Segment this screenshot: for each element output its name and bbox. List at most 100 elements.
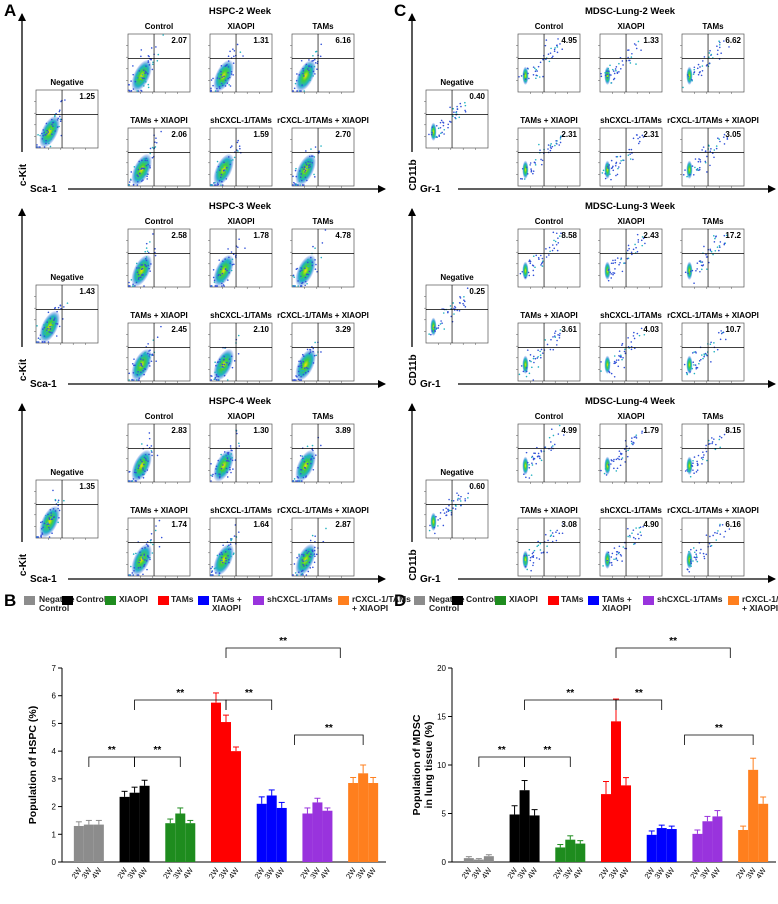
event-dot xyxy=(535,557,538,559)
event-dot xyxy=(44,134,47,136)
event-dot xyxy=(154,146,157,148)
event-dot xyxy=(218,366,220,369)
event-dot xyxy=(539,350,541,353)
event-dot xyxy=(233,263,235,266)
legend-swatch xyxy=(414,596,425,605)
event-dot xyxy=(128,83,130,86)
event-dot xyxy=(40,534,42,536)
event-dot xyxy=(138,160,140,163)
x-tick-label: 4W xyxy=(754,865,768,880)
event-dot xyxy=(223,161,225,164)
event-dot xyxy=(618,62,620,65)
event-dot xyxy=(715,443,717,446)
event-dot xyxy=(57,306,60,309)
bar xyxy=(185,823,196,862)
event-dot xyxy=(148,64,151,66)
event-dot xyxy=(697,454,700,457)
event-dot xyxy=(160,130,162,133)
event-dot xyxy=(439,126,442,129)
event-dot xyxy=(301,166,304,169)
event-dot xyxy=(299,270,302,273)
event-dot xyxy=(454,305,456,308)
section-title: HSPC-3 Week xyxy=(209,201,272,212)
bar xyxy=(276,807,287,862)
event-dot xyxy=(693,68,696,71)
gate-percent: 2.06 xyxy=(171,130,187,139)
significance-label: ** xyxy=(635,688,643,699)
event-dot xyxy=(688,570,691,573)
event-dot xyxy=(150,449,153,452)
event-dot xyxy=(37,337,40,339)
event-dot xyxy=(221,282,223,285)
event-dot xyxy=(220,366,222,369)
gate-percent: 0.40 xyxy=(469,92,485,101)
event-dot xyxy=(229,468,231,471)
event-dot xyxy=(222,551,225,553)
event-dot xyxy=(220,180,223,183)
event-dot xyxy=(210,480,212,482)
event-dot xyxy=(460,504,462,507)
event-dot xyxy=(146,250,149,253)
event-dot xyxy=(297,378,300,381)
event-dot xyxy=(524,275,527,277)
event-dot xyxy=(311,444,314,447)
event-dot xyxy=(626,249,629,252)
event-dot xyxy=(224,551,227,553)
event-dot xyxy=(600,469,602,472)
event-dot xyxy=(145,256,148,258)
event-dot xyxy=(547,539,549,542)
event-dot xyxy=(302,555,305,557)
event-dot xyxy=(692,462,694,465)
event-dot xyxy=(547,148,549,150)
event-dot xyxy=(613,355,616,357)
event-dot xyxy=(697,63,700,66)
event-dot xyxy=(146,554,149,557)
event-dot xyxy=(630,56,633,58)
event-dot xyxy=(145,157,147,160)
event-dot xyxy=(50,138,52,141)
event-dot xyxy=(157,53,160,56)
gate-percent: 4.99 xyxy=(561,426,577,435)
plot-frame xyxy=(681,322,745,382)
event-dot xyxy=(297,285,299,287)
event-dot xyxy=(217,361,219,363)
event-dot xyxy=(628,59,630,62)
event-dot xyxy=(142,167,144,170)
legend-label: shCXCL-1/TAMs xyxy=(657,594,723,604)
event-dot xyxy=(558,144,561,146)
event-dot xyxy=(723,133,726,136)
event-dot xyxy=(705,553,708,556)
event-dot xyxy=(227,60,230,62)
event-dot xyxy=(138,70,141,72)
event-dot xyxy=(214,90,217,92)
event-dot xyxy=(128,89,130,92)
event-dot xyxy=(303,75,305,77)
x-axis-label: Gr-1 xyxy=(420,379,441,390)
event-dot xyxy=(139,559,141,561)
event-dot xyxy=(227,55,230,58)
event-dot xyxy=(635,44,637,46)
event-dot xyxy=(215,378,218,381)
plot-label: TAMs + XIAOPI xyxy=(130,506,187,515)
event-dot xyxy=(641,432,643,434)
event-dot xyxy=(561,532,564,535)
event-dot xyxy=(301,572,304,575)
event-dot xyxy=(217,379,220,381)
plot-frame xyxy=(517,322,581,382)
event-dot xyxy=(537,355,539,358)
event-dot xyxy=(43,341,46,343)
event-dot xyxy=(217,73,220,75)
event-dot xyxy=(627,56,629,59)
gate-percent: 3.08 xyxy=(561,520,577,529)
event-dot xyxy=(53,307,56,310)
event-dot xyxy=(144,351,146,354)
bar xyxy=(266,795,277,862)
event-dot xyxy=(459,302,461,304)
event-dot xyxy=(453,313,455,315)
event-dot xyxy=(43,335,46,337)
event-dot xyxy=(631,437,633,439)
event-dot xyxy=(615,359,618,361)
bar xyxy=(256,803,267,862)
event-dot xyxy=(48,526,50,529)
event-dot xyxy=(311,155,314,157)
